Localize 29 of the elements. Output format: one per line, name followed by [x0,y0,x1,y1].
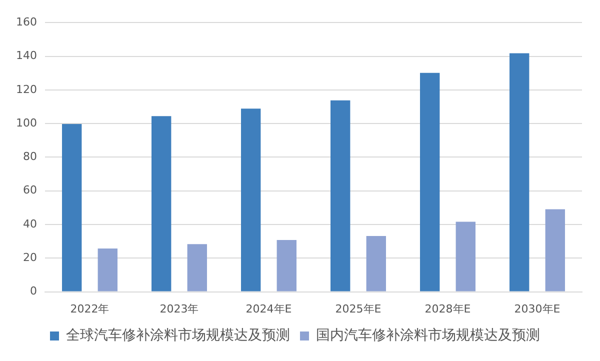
x-tick-label: 2023年 [160,302,199,316]
x-tick-label: 2030年E [514,302,560,316]
y-tick-label: 40 [22,217,37,230]
x-tick-label: 2022年 [70,302,110,316]
y-tick-label: 20 [22,251,37,264]
bar [241,108,261,292]
bar [330,100,350,292]
y-tick-label: 140 [16,49,37,62]
bar [366,236,386,292]
bar [420,72,440,292]
x-tick-label: 2024年E [246,302,292,316]
bar [62,124,82,292]
x-tick-label: 2028年E [424,302,471,316]
y-tick-label: 80 [22,150,37,164]
y-tick-label: 160 [16,15,37,28]
y-tick-label: 60 [22,184,37,197]
x-tick-label: 2025年E [335,302,382,316]
y-tick-label: 120 [16,82,37,96]
legend-label: 国内汽车修补涂料市场规模达及预测 [316,328,540,344]
y-tick-label: 100 [16,116,37,130]
bar [152,116,172,292]
bar [456,222,476,292]
y-tick-label: 0 [30,284,37,298]
bar [545,209,565,292]
bar [187,244,207,292]
legend-label: 全球汽车修补涂料市场规模达及预测 [66,328,290,344]
bar [98,248,118,292]
bar [510,53,530,292]
bar [276,240,296,292]
